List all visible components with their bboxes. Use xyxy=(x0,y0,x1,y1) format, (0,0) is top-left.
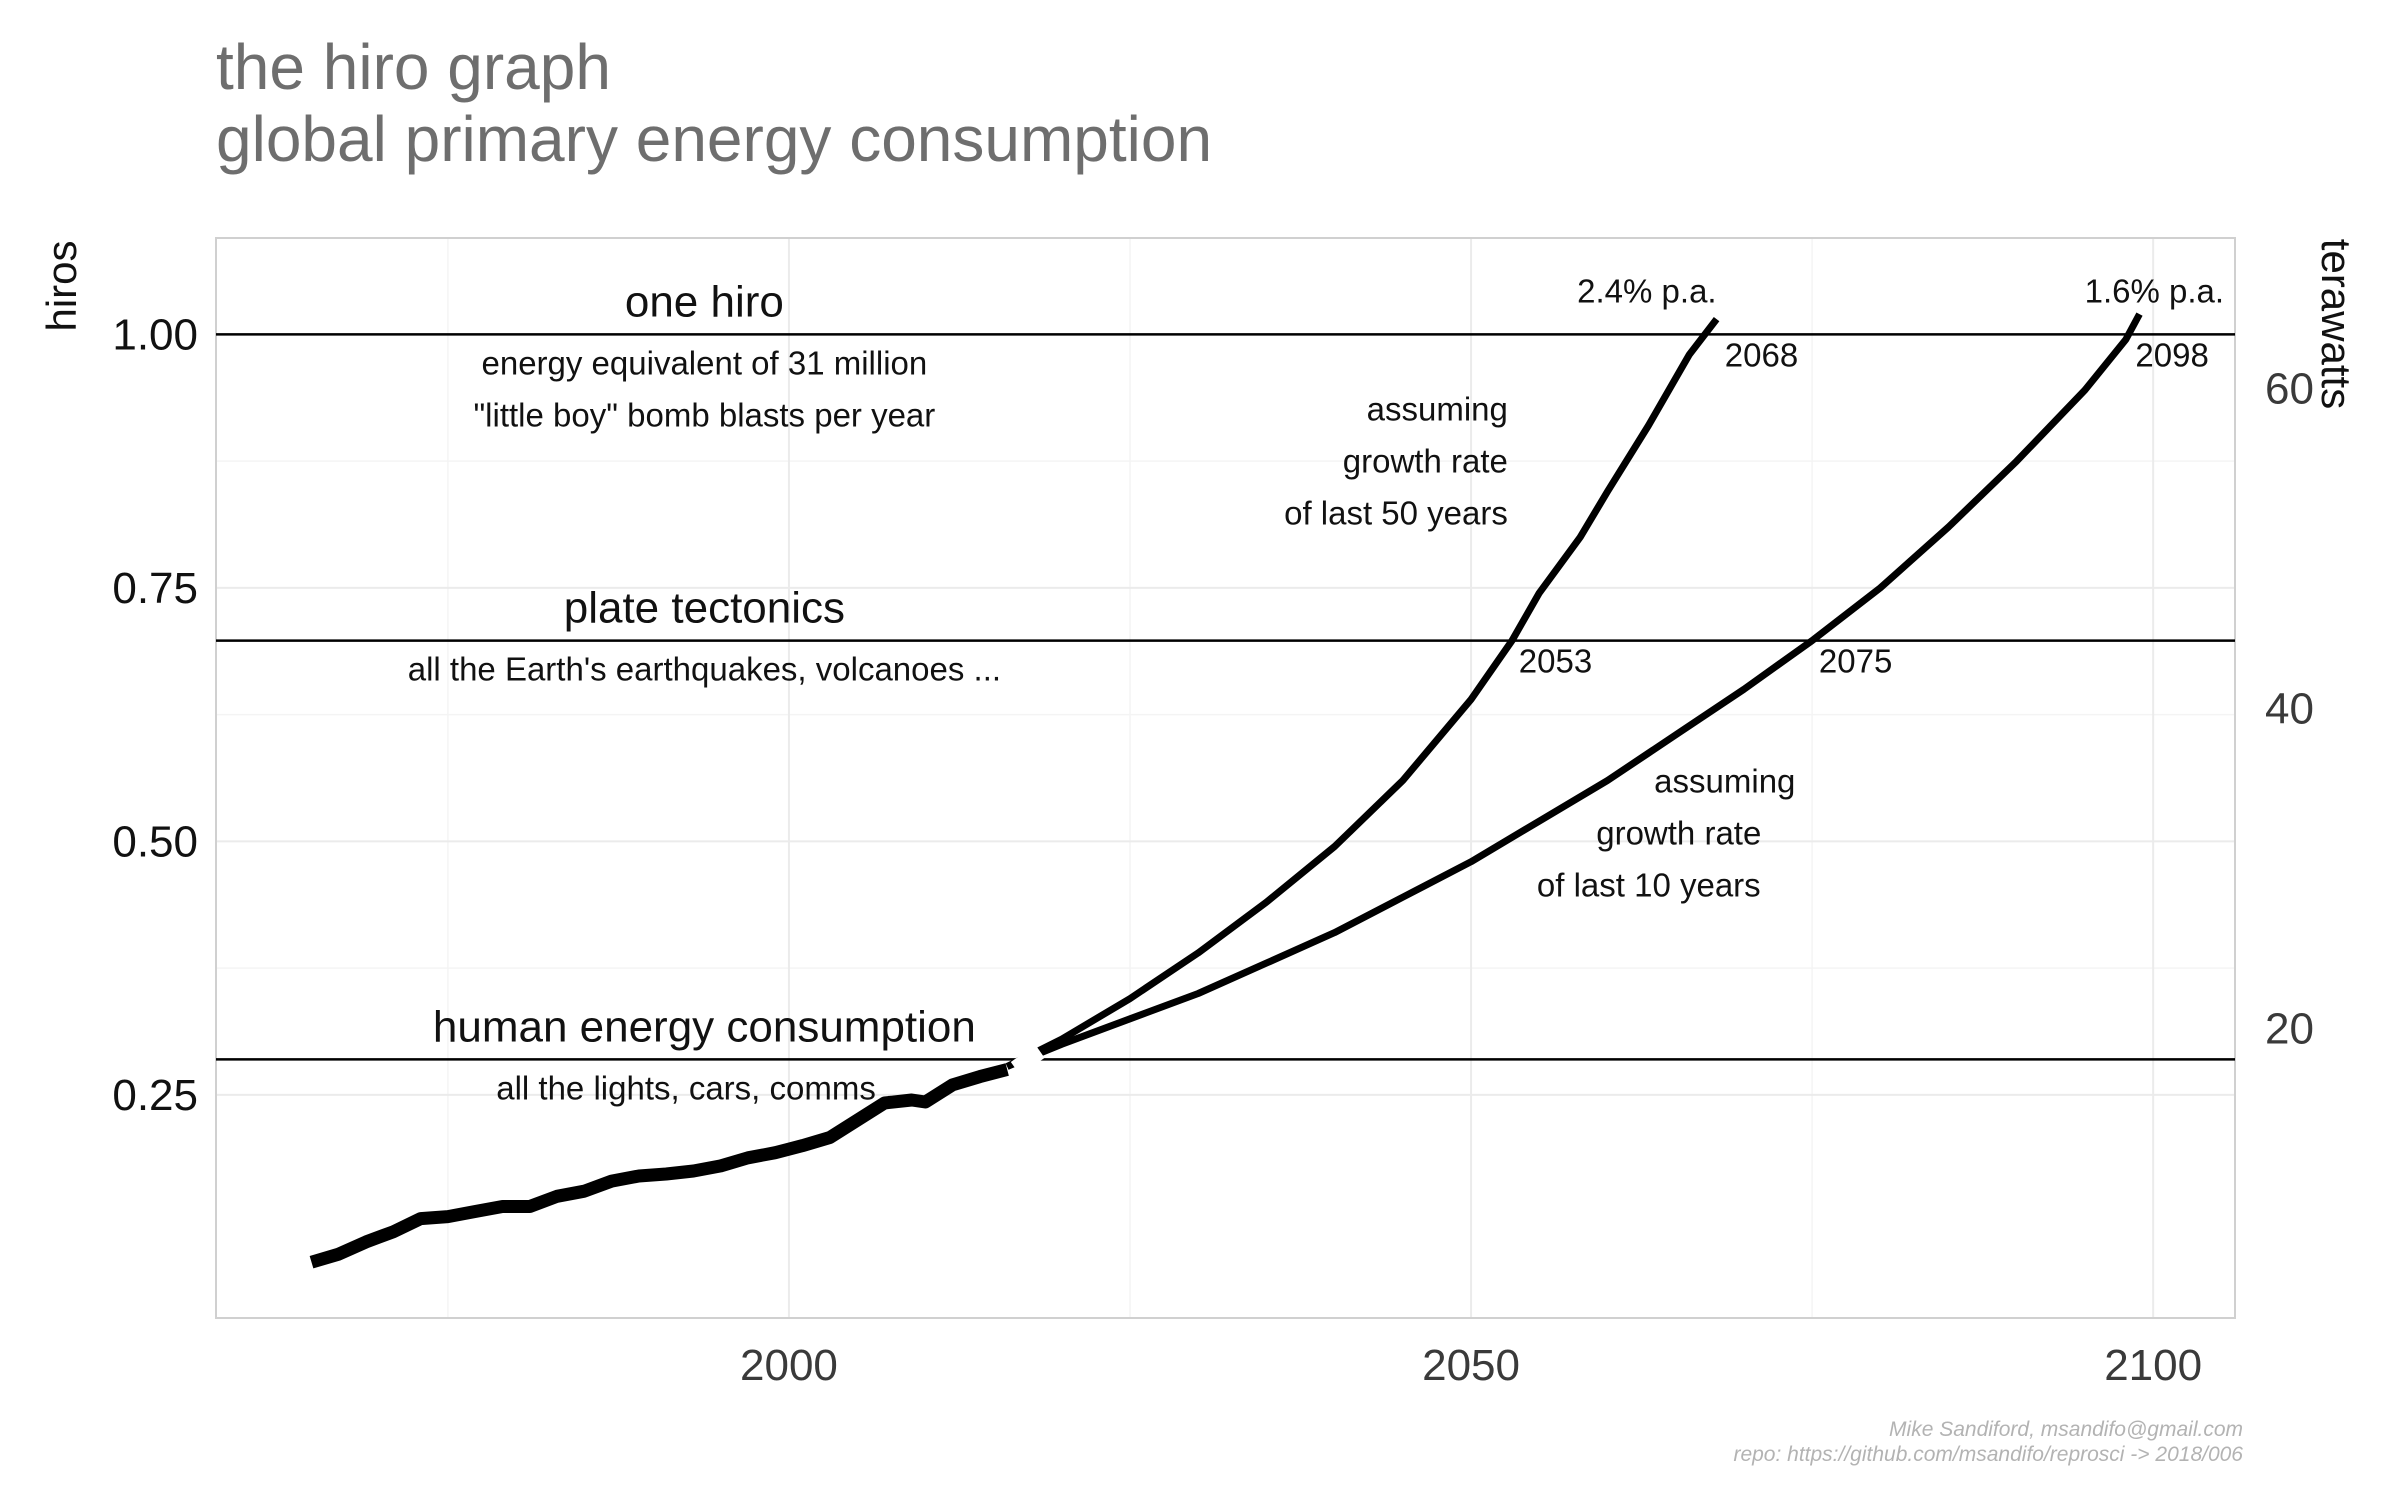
note-50yr: of last 50 years xyxy=(1284,495,1508,532)
author-caption: Mike Sandiford, msandifo@gmail.com xyxy=(1889,1418,2243,1441)
chart-title: the hiro graph xyxy=(216,31,611,103)
note-50yr: assuming xyxy=(1367,391,1508,428)
plate-tectonics-label: plate tectonics xyxy=(564,584,845,633)
human-energy-label: human energy consumption xyxy=(433,1002,976,1051)
rate-label-10yr: 1.6% p.a. xyxy=(2085,272,2224,309)
x-tick-label: 2100 xyxy=(2104,1341,2202,1390)
human-energy-note: all the lights, cars, comms ... xyxy=(496,1069,912,1106)
series-break xyxy=(1010,1044,1045,1076)
crossing-2098: 2098 xyxy=(2135,336,2208,373)
y-axis-title: hiros xyxy=(38,240,85,331)
note-10yr: growth rate xyxy=(1596,815,1761,852)
y2-tick-label: 20 xyxy=(2265,1005,2314,1054)
y2-tick-label: 60 xyxy=(2265,365,2314,414)
projection-10yr-line xyxy=(1005,312,2143,1070)
y-tick-label: 0.75 xyxy=(112,564,198,613)
note-50yr: growth rate xyxy=(1343,443,1508,480)
one-hiro-note: "little boy" bomb blasts per year xyxy=(473,396,935,433)
y2-tick-label: 40 xyxy=(2265,685,2314,734)
rate-label-50yr: 2.4% p.a. xyxy=(1577,272,1716,309)
projection-50yr-line xyxy=(1005,316,1720,1070)
crossing-2068: 2068 xyxy=(1725,336,1798,373)
y-tick-label: 0.50 xyxy=(112,817,198,866)
chart-subtitle: global primary energy consumption xyxy=(216,103,1213,175)
note-10yr: of last 10 years xyxy=(1537,867,1761,904)
y-tick-label: 1.00 xyxy=(112,310,198,359)
crossing-2075: 2075 xyxy=(1819,643,1892,680)
crossing-2053: 2053 xyxy=(1519,643,1592,680)
x-tick-label: 2050 xyxy=(1422,1341,1520,1390)
y2-axis-title: terawatts xyxy=(2313,239,2360,409)
repo-caption: repo: https://github.com/msandifo/repros… xyxy=(1733,1443,2243,1466)
y-tick-label: 0.25 xyxy=(112,1071,198,1120)
plot-panel xyxy=(215,237,2236,1319)
x-tick-label: 2000 xyxy=(740,1341,838,1390)
historical-consumption-line xyxy=(309,1063,1009,1269)
one-hiro-label: one hiro xyxy=(625,277,784,326)
note-10yr: assuming xyxy=(1654,763,1795,800)
plate-tectonics-note: all the Earth's earthquakes, volcanoes .… xyxy=(408,651,1001,688)
one-hiro-note: energy equivalent of 31 million xyxy=(481,344,927,381)
